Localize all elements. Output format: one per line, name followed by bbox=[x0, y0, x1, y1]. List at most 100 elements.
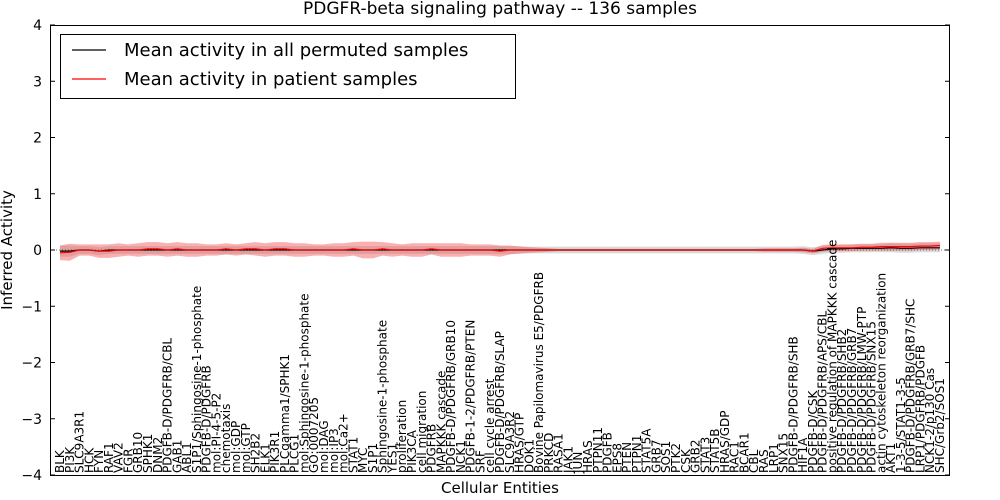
category-label: PIK3R1 bbox=[268, 431, 282, 473]
category-label: SOS1 bbox=[659, 441, 673, 473]
category-label: RASA1 bbox=[552, 433, 566, 473]
y-tick-label: 4 bbox=[33, 18, 42, 34]
category-label: BCAR1 bbox=[737, 432, 751, 473]
category-label: SRF bbox=[473, 450, 487, 473]
category-label: PTK2 bbox=[669, 443, 683, 473]
category-label: proliferation bbox=[395, 400, 409, 473]
y-tick-label: 0 bbox=[33, 243, 42, 259]
category-label: S1P1 bbox=[366, 443, 380, 473]
category-label: S1P1/Sphingosine-1-phosphate bbox=[190, 286, 204, 473]
category-label: PDGFB-D/PDGFRB/GRB7/SHC bbox=[904, 299, 918, 473]
category-label: FGR bbox=[121, 448, 135, 473]
category-label: SPHK1 bbox=[141, 434, 155, 473]
category-label: mol:IP3 bbox=[327, 428, 341, 473]
category-label: GRB10 bbox=[131, 432, 145, 473]
category-label: PDGFB-D/PDGFRB/SNX15 bbox=[865, 321, 879, 473]
category-label: PDGFB-D/PDGFRB bbox=[200, 365, 214, 473]
category-label: JAK1 bbox=[561, 446, 575, 474]
category-label: AKT1 bbox=[884, 443, 898, 473]
category-label: SLC9A3R2 bbox=[503, 411, 517, 473]
y-tick-label: −4 bbox=[21, 468, 42, 484]
category-label: SHC/Grb2/SOS1 bbox=[933, 378, 947, 473]
category-label: PTPN11 bbox=[591, 427, 605, 473]
series-lines bbox=[50, 244, 950, 254]
category-label: PDGFRB bbox=[425, 424, 439, 473]
category-label: PDGFB-D/PDGFRB/SHB2 bbox=[835, 329, 849, 473]
category-label: DNM2 bbox=[151, 437, 165, 473]
category-label: actin cytoskeleton reorganization bbox=[874, 273, 888, 473]
category-label: Bovine Papilomavirus E5/PDGFRB bbox=[532, 272, 546, 473]
category-label: HCK bbox=[82, 447, 96, 473]
category-label: RAS bbox=[757, 449, 771, 473]
category-label: RAF1 bbox=[102, 442, 116, 473]
chart-title: PDGFR-beta signaling pathway -- 136 samp… bbox=[303, 0, 697, 19]
category-label: RAC1 bbox=[728, 441, 742, 473]
category-label: PDGFB-D/PDGFRB/SLAP bbox=[493, 331, 507, 473]
category-label: MAPKKK cascade bbox=[434, 371, 448, 473]
y-tick-label: −1 bbox=[21, 299, 42, 315]
category-label: MYC bbox=[356, 448, 370, 473]
category-label: ABL1 bbox=[180, 442, 194, 473]
category-label: PLCgamma1/SPHK1 bbox=[278, 354, 292, 473]
category-label: GRB7 bbox=[649, 439, 663, 473]
category-label: PIK3CA bbox=[405, 429, 419, 473]
category-label: CSK bbox=[679, 448, 693, 473]
category-label: PDGFB-D/PDGFRB/CBL bbox=[161, 338, 175, 473]
category-label: mol:PI-4-5-P2 bbox=[209, 393, 223, 473]
category-label: STAT5A bbox=[640, 428, 654, 473]
category-label: mol:Ca2+ bbox=[337, 413, 351, 473]
category-label: NCK1-2/p130 Cas bbox=[923, 368, 937, 473]
category-label: PI3K bbox=[63, 446, 77, 473]
category-label: CBL bbox=[747, 449, 761, 473]
category-label: PDGFB bbox=[601, 432, 615, 473]
category-label: PDGFB-1-2/PDGFRB/PTEN bbox=[464, 320, 478, 473]
category-label: chemotaxis bbox=[219, 404, 233, 473]
category-label: cell migration bbox=[415, 391, 429, 473]
category-label: LRP1 bbox=[767, 443, 781, 473]
y-tick-label: −2 bbox=[21, 356, 42, 372]
category-label: LRP1/PDGFRB/PDGFB bbox=[913, 345, 927, 473]
legend-label-permuted: Mean activity in all permuted samples bbox=[124, 40, 468, 61]
category-label: ELK1 bbox=[258, 443, 272, 473]
category-label: FYN bbox=[92, 450, 106, 473]
category-label: PDGFB-D/PDGFRB/SHB bbox=[786, 336, 800, 473]
category-label: cell cycle arrest bbox=[483, 378, 497, 473]
category-label: JUN bbox=[571, 452, 585, 474]
category-label: BLK bbox=[53, 449, 67, 473]
category-label: SNX15 bbox=[777, 433, 791, 473]
category-label: mol:GTP bbox=[239, 423, 253, 473]
category-label: STAT3 bbox=[698, 437, 712, 473]
category-label: GAB1 bbox=[170, 440, 184, 473]
category-labels: BLKPI3KSLC9A3R1HCKFYNRAF1VAV2FGRGRB10SPH… bbox=[53, 240, 947, 474]
category-label: positive regulation of MAPKKK cascade bbox=[825, 240, 839, 473]
category-label: YES1 bbox=[385, 443, 399, 474]
category-label: SH2B2 bbox=[249, 433, 263, 473]
category-label: PLCG1 bbox=[288, 434, 302, 473]
category-label: HRAS bbox=[581, 440, 595, 473]
plot-frame bbox=[50, 25, 950, 476]
category-label: PTPN1 bbox=[630, 435, 644, 473]
category-label: PDGFB-D/PDGFRB/APS/CBL bbox=[816, 310, 830, 473]
category-label: mol:Sphingosine-1-phosphate bbox=[297, 294, 311, 474]
y-tick-label: 1 bbox=[33, 187, 42, 203]
category-label: HRAS/GDP bbox=[718, 410, 732, 473]
legend-box bbox=[60, 34, 516, 99]
category-label: PDGFB-D/PDGFRB/LMW-PTP bbox=[855, 307, 869, 473]
category-label: EPS8 bbox=[610, 443, 624, 473]
category-label: mol:DAG bbox=[317, 420, 331, 473]
legend: Mean activity in all permuted samples Me… bbox=[60, 34, 516, 99]
category-label: SLC9A3R1 bbox=[73, 411, 87, 473]
category-label: PDGFB-D/CSK bbox=[806, 389, 820, 473]
category-label: HRAS/GTP bbox=[513, 413, 527, 473]
category-label: PRKCD bbox=[542, 433, 556, 473]
category-label: HIF1A bbox=[796, 437, 810, 473]
category-label: GRB2 bbox=[689, 439, 703, 473]
category-label: 1-3-5/STAT1-3-5 bbox=[894, 377, 908, 473]
category-label: NCK1 bbox=[454, 440, 468, 473]
category-label: mol:GDP bbox=[229, 421, 243, 473]
x-axis-title: Cellular Entities bbox=[441, 479, 559, 497]
y-tick-label: 2 bbox=[33, 131, 42, 147]
category-label: PDGFB-D/PDGFRB/GRB7 bbox=[845, 328, 859, 473]
category-label: PTEN bbox=[620, 442, 634, 473]
